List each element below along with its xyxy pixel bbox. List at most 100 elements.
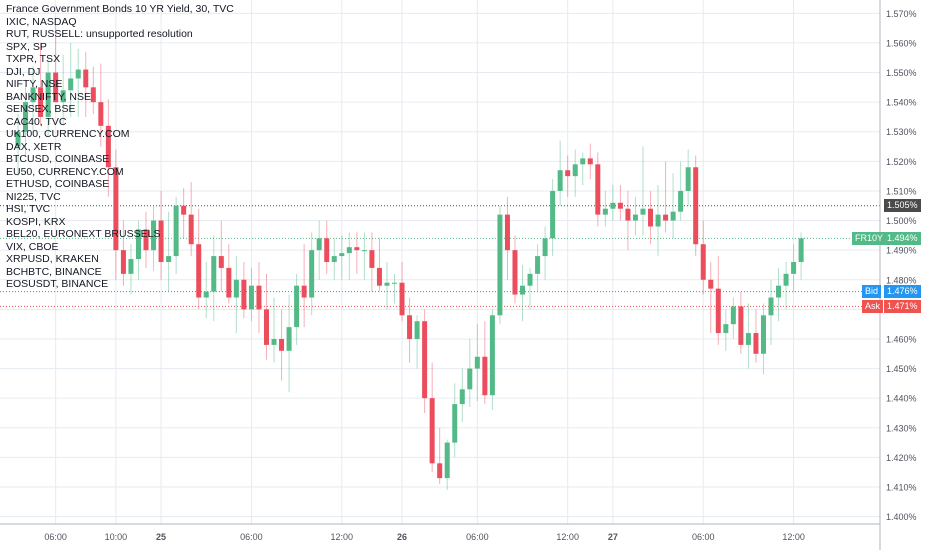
prev-close-badge: 1.505% bbox=[884, 199, 921, 213]
price-axis[interactable]: 1.570% 1.560% 1.550% 1.540% 1.530% 1.520% 1.51… bbox=[886, 9, 917, 522]
candle-body bbox=[693, 167, 699, 245]
candle-body bbox=[369, 250, 375, 268]
legend-symbol[interactable]: BANKNIFTY, NSE bbox=[6, 90, 91, 103]
candle bbox=[105, 99, 111, 197]
candle-body bbox=[580, 158, 586, 165]
candle bbox=[316, 220, 322, 280]
candle-body bbox=[678, 190, 684, 212]
candle-body bbox=[68, 78, 74, 91]
legend-symbol[interactable]: NI225, TVC bbox=[6, 190, 61, 203]
legend-symbol[interactable]: DAX, XETR bbox=[6, 140, 62, 153]
candle bbox=[745, 303, 751, 369]
legend-symbol[interactable]: IXIC, NASDAQ bbox=[6, 15, 77, 28]
candle bbox=[708, 262, 714, 334]
legend-symbol[interactable]: TXPR, TSX bbox=[6, 53, 61, 65]
candle bbox=[550, 179, 556, 257]
candle bbox=[760, 303, 766, 375]
price-tick-label: 1.540% bbox=[886, 98, 917, 108]
candle-body bbox=[768, 297, 774, 316]
candle-body bbox=[783, 273, 789, 286]
candle bbox=[640, 146, 646, 236]
prev-close-value: 1.505% bbox=[887, 200, 918, 211]
candle-body bbox=[587, 158, 593, 165]
legend-symbol[interactable]: BCHBTC, BINANCE bbox=[6, 265, 102, 278]
legend-symbol[interactable]: CAC40, TVC bbox=[6, 115, 67, 128]
candle bbox=[489, 309, 495, 411]
legend-symbol[interactable]: EU50, CURRENCY.COM bbox=[6, 165, 124, 178]
candle bbox=[520, 264, 526, 322]
candle bbox=[768, 279, 774, 345]
candle-body bbox=[211, 256, 217, 292]
candle bbox=[452, 383, 458, 458]
symbol-badge: FR10Y bbox=[852, 231, 887, 245]
candle bbox=[271, 297, 277, 363]
time-tick-label: 12:00 bbox=[331, 532, 354, 542]
candle-body bbox=[90, 87, 96, 103]
candle bbox=[188, 182, 194, 257]
candle-body bbox=[316, 238, 322, 251]
candle bbox=[68, 42, 74, 117]
candle-body bbox=[271, 338, 277, 345]
candle-body bbox=[776, 285, 782, 298]
price-tick-label: 1.510% bbox=[886, 186, 917, 196]
candle-body bbox=[135, 229, 141, 260]
candle-body bbox=[233, 279, 239, 298]
legend-symbol[interactable]: BEL20, EURONEXT BRUSSELS bbox=[6, 228, 161, 240]
candle-body bbox=[294, 285, 300, 328]
legend-symbol[interactable]: SENSEX, BSE bbox=[6, 103, 76, 115]
candle-body bbox=[399, 282, 405, 316]
candle bbox=[730, 297, 736, 339]
candle bbox=[23, 87, 29, 156]
candle bbox=[286, 294, 292, 393]
candle bbox=[655, 185, 661, 257]
time-axis[interactable]: 06:00 10:00 25 06:00 12:00 26 06:00 12:00 27 06:0… bbox=[44, 532, 804, 542]
candle bbox=[482, 321, 488, 405]
candle-body bbox=[474, 356, 480, 369]
candle bbox=[248, 267, 254, 322]
candle-body bbox=[45, 72, 51, 117]
price-tick-label: 1.570% bbox=[886, 9, 917, 19]
legend-symbol[interactable]: VIX, CBOE bbox=[6, 240, 59, 253]
legend-symbol[interactable]: HSI, TVC bbox=[6, 203, 51, 215]
candle-body bbox=[685, 167, 691, 191]
time-tick-label: 10:00 bbox=[105, 532, 128, 542]
candle-body bbox=[459, 389, 465, 405]
candle-body bbox=[640, 208, 646, 215]
legend-symbol[interactable]: XRPUSD, KRAKEN bbox=[6, 253, 99, 265]
legend-symbol[interactable]: NIFTY, NSE bbox=[6, 78, 63, 90]
candle bbox=[407, 297, 413, 363]
candle bbox=[497, 205, 503, 325]
candle bbox=[151, 205, 157, 271]
legend-symbol[interactable]: RUT, RUSSELL: unsupported resolution bbox=[6, 28, 193, 40]
legend-symbol[interactable]: SPX, SP bbox=[6, 40, 47, 53]
candle bbox=[715, 256, 721, 345]
legend-symbol[interactable]: KOSPI, KRX bbox=[6, 215, 66, 228]
candle-body bbox=[392, 282, 397, 284]
candle bbox=[241, 262, 247, 319]
candle-body bbox=[75, 69, 81, 79]
legend-symbol[interactable]: ETHUSD, COINBASE bbox=[6, 178, 110, 190]
legend-symbol[interactable]: BTCUSD, COINBASE bbox=[6, 153, 110, 165]
candle-body bbox=[15, 131, 21, 147]
candle bbox=[670, 173, 676, 239]
candle-body bbox=[557, 170, 563, 191]
candle-body bbox=[542, 238, 548, 257]
candle-body bbox=[535, 256, 541, 274]
candle bbox=[595, 152, 601, 227]
candle bbox=[678, 161, 684, 221]
candle bbox=[324, 220, 330, 274]
candle-body bbox=[565, 170, 571, 177]
candle-body bbox=[181, 205, 187, 215]
candle-body bbox=[489, 315, 495, 396]
legend-symbol[interactable]: DJI, DJ bbox=[6, 65, 41, 78]
candle-body bbox=[467, 368, 473, 390]
legend-symbol[interactable]: UK100, CURRENCY.COM bbox=[6, 128, 130, 140]
candle bbox=[693, 155, 699, 257]
bid-label: Bid bbox=[865, 286, 879, 297]
candle bbox=[279, 309, 285, 381]
legend-symbol[interactable]: EOSUSDT, BINANCE bbox=[6, 278, 109, 290]
candle bbox=[663, 161, 669, 233]
candle-body bbox=[429, 398, 435, 464]
candle bbox=[339, 235, 345, 280]
